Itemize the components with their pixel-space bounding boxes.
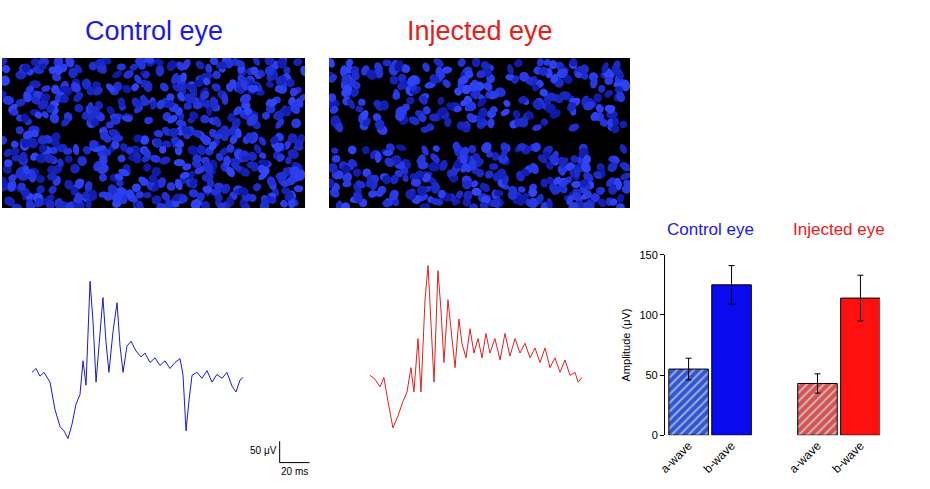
svg-text:50: 50 <box>646 369 658 381</box>
svg-text:b-wave: b-wave <box>830 438 867 475</box>
svg-text:150: 150 <box>639 249 657 261</box>
svg-text:Control eye: Control eye <box>667 220 754 239</box>
svg-text:a-wave: a-wave <box>787 438 824 475</box>
svg-text:100: 100 <box>639 309 657 321</box>
svg-text:Injected eye: Injected eye <box>793 220 885 239</box>
svg-text:Injected eye: Injected eye <box>407 16 553 46</box>
svg-text:b-wave: b-wave <box>701 438 738 475</box>
svg-text:a-wave: a-wave <box>658 438 695 475</box>
svg-text:20 ms: 20 ms <box>281 466 308 477</box>
svg-text:Amplitude (μV): Amplitude (μV) <box>620 308 632 381</box>
svg-text:0: 0 <box>652 429 658 441</box>
svg-text:50 μV: 50 μV <box>250 445 277 456</box>
svg-text:Control eye: Control eye <box>85 16 223 46</box>
